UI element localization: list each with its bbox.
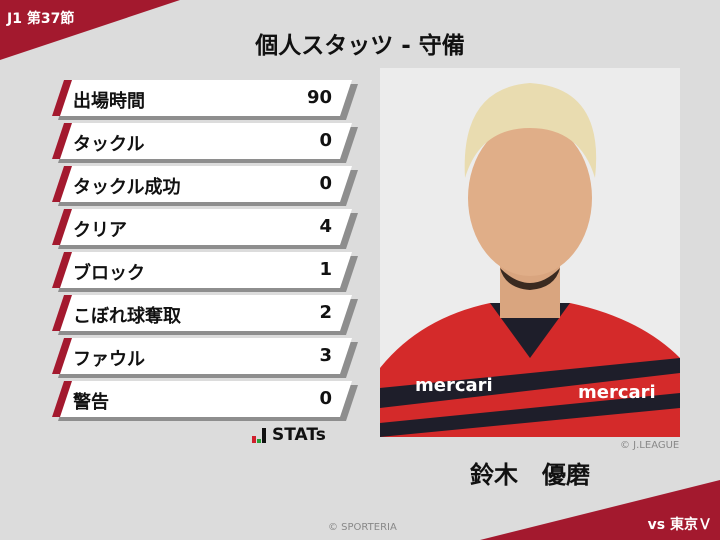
stat-value: 1 [319, 259, 332, 280]
stat-value: 0 [319, 130, 332, 151]
stat-label: 出場時間 [73, 91, 145, 112]
row-card [52, 338, 352, 374]
row-card [52, 166, 352, 202]
stat-row: クリア 4 [52, 209, 358, 249]
stat-label: ブロック [73, 263, 145, 284]
stat-label: タックル成功 [73, 177, 181, 198]
bar-chart-icon [252, 427, 266, 443]
stat-row: 警告 0 [52, 381, 358, 421]
page-title: 個人スタッツ - 守備 [255, 33, 465, 59]
stat-row: タックル成功 0 [52, 166, 358, 206]
stat-row: こぼれ球奪取 2 [52, 295, 358, 335]
stats-logo: STATs [252, 425, 326, 445]
stats-logo-text: STATs [272, 425, 326, 445]
footer-credit: © SPORTERIA [328, 522, 397, 533]
stat-label: 警告 [73, 392, 109, 413]
stat-value: 4 [319, 216, 332, 237]
sponsor-text-2: mercari [578, 382, 656, 403]
stat-label: こぼれ球奪取 [73, 306, 181, 327]
stat-label: ファウル [73, 349, 145, 370]
stat-row: ファウル 3 [52, 338, 358, 378]
row-card [52, 209, 352, 245]
stat-value: 90 [306, 87, 332, 108]
player-photo: mercari mercari [380, 68, 680, 437]
stat-value: 0 [319, 388, 332, 409]
row-card [52, 123, 352, 159]
stat-row: 出場時間 90 [52, 80, 358, 120]
row-card [52, 295, 352, 331]
round-label: J1 第37節 [7, 11, 75, 27]
stat-value: 0 [319, 173, 332, 194]
row-card [52, 381, 352, 417]
sponsor-text: mercari [415, 375, 493, 396]
opponent-label: vs 東京Ｖ [647, 517, 712, 533]
stat-label: タックル [73, 134, 145, 155]
row-card [52, 80, 352, 116]
row-card [52, 252, 352, 288]
stat-value: 2 [319, 302, 332, 323]
stat-value: 3 [319, 345, 332, 366]
stat-label: クリア [73, 220, 127, 241]
photo-credit: © J.LEAGUE [620, 440, 680, 451]
stat-row: タックル 0 [52, 123, 358, 163]
stat-row: ブロック 1 [52, 252, 358, 292]
player-name: 鈴木 優磨 [470, 461, 590, 489]
